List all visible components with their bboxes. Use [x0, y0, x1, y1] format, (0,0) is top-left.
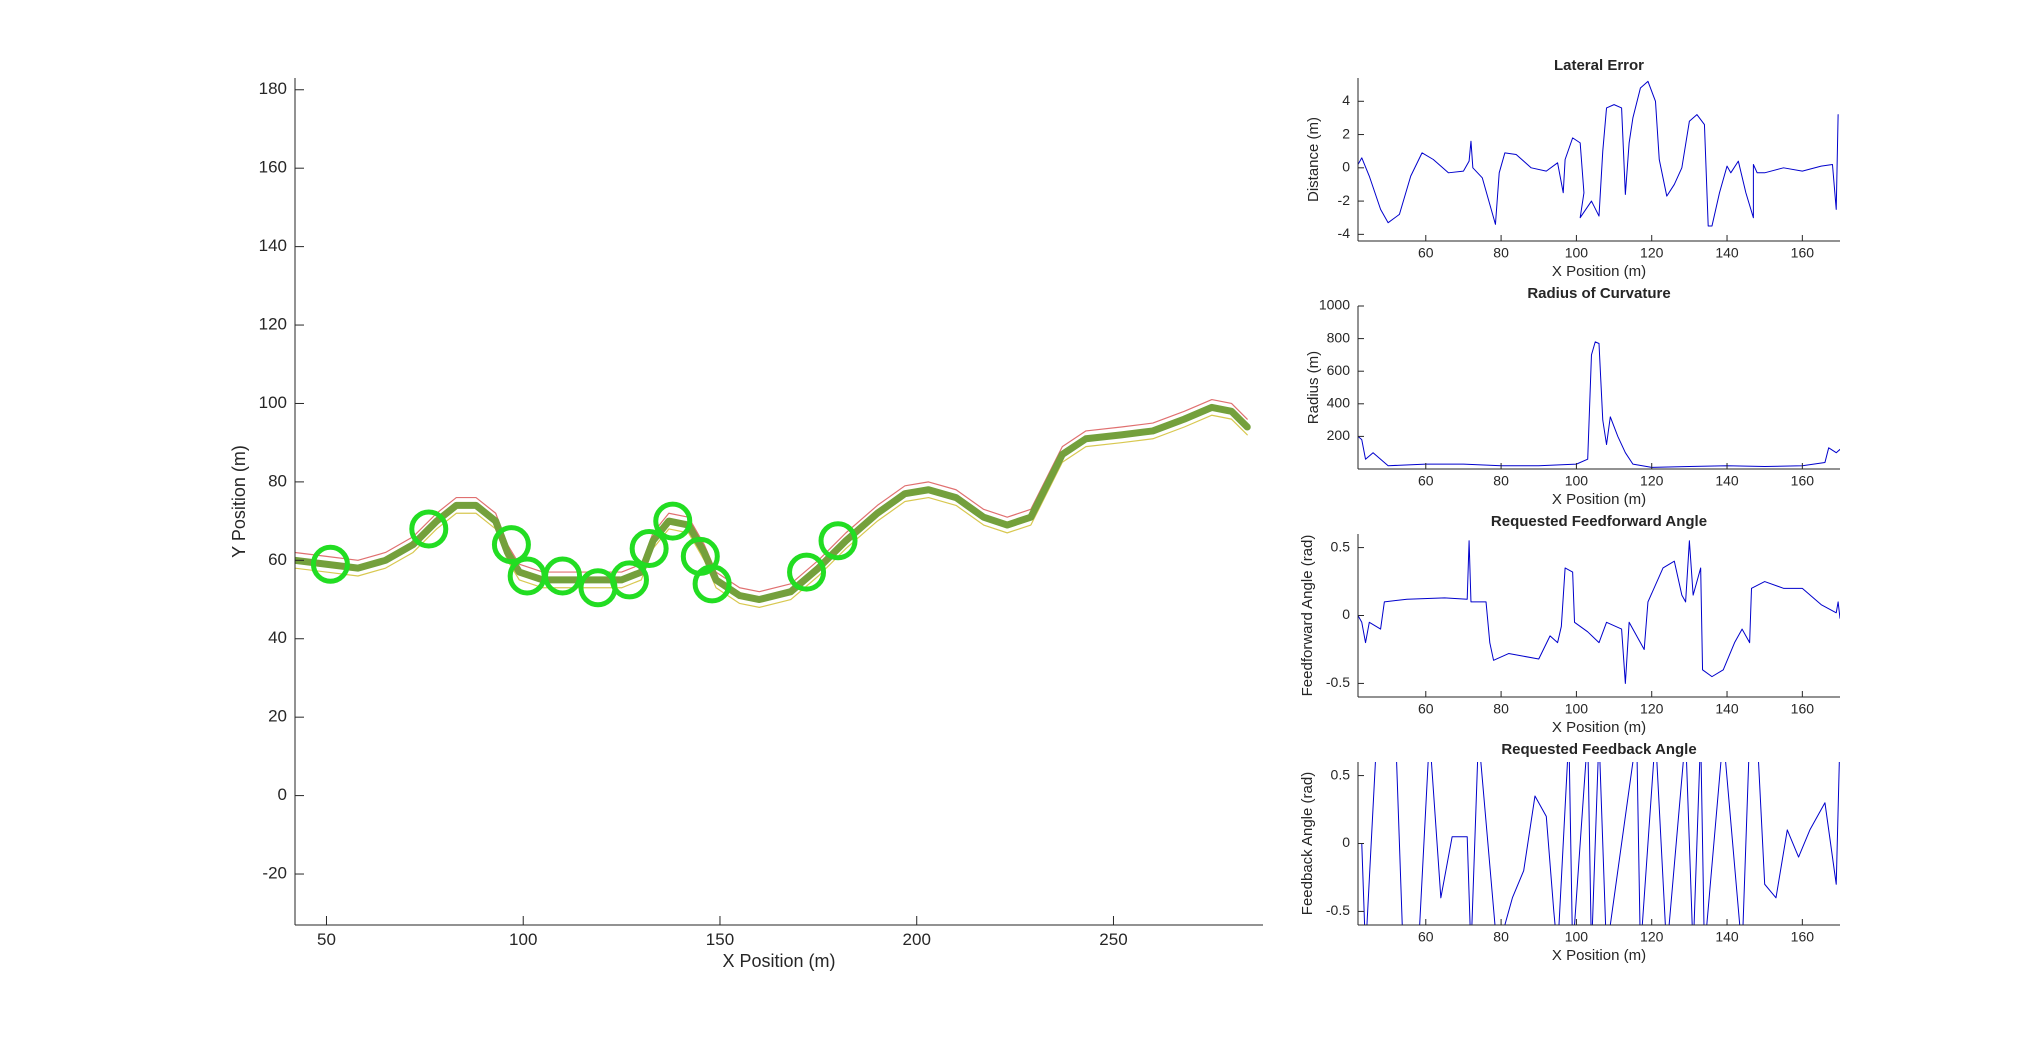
y-tick-label: 80: [268, 471, 287, 490]
axes: 50 100 150 200 250 -20 0 20 40 60 80 100 120 140 160 18…: [229, 78, 1263, 971]
marker: [653, 501, 693, 541]
x-tick-label: 250: [1099, 930, 1127, 949]
x-tick-label: 140: [1715, 472, 1739, 488]
y-tick-label: 0.5: [1331, 538, 1351, 554]
y-tick-label: -4: [1338, 225, 1351, 241]
x-tick-label: 100: [1565, 472, 1589, 488]
x-tick-label: 80: [1493, 472, 1509, 488]
x-tick-label: 100: [1565, 244, 1589, 260]
chart-title: Radius of Curvature: [1527, 285, 1670, 302]
marker: [609, 560, 649, 600]
y-axis-label: Feedforward Angle (rad): [1299, 535, 1316, 697]
y-tick-label: 0: [1342, 606, 1350, 622]
marker: [692, 564, 732, 604]
data-line: [1358, 341, 1840, 468]
x-tick-label: 120: [1640, 472, 1664, 488]
x-axis-label: X Position (m): [1552, 719, 1646, 736]
x-tick-label: 160: [1791, 928, 1815, 944]
x-tick-label: 120: [1640, 700, 1664, 716]
x-tick-label: 50: [317, 930, 336, 949]
y-tick-label: 0: [1342, 159, 1350, 175]
y-axis-label: Feedback Angle (rad): [1299, 772, 1316, 915]
x-axis-label: X Position (m): [1552, 263, 1646, 280]
x-tick-label: 100: [509, 930, 537, 949]
x-axis-label: X Position (m): [1552, 947, 1646, 964]
x-tick-label: 140: [1715, 244, 1739, 260]
chart-title: Requested Feedback Angle: [1501, 741, 1696, 758]
x-axis-label: X Position (m): [1552, 491, 1646, 508]
y-tick-label: -0.5: [1326, 902, 1350, 918]
chart-title: Lateral Error: [1554, 57, 1644, 74]
axes: 60 80 100 120 140 160 -0.5 0 0.5 X Position (m) Fe…: [1299, 741, 1840, 964]
plot-area: [1358, 341, 1840, 468]
y-tick-label: 120: [259, 315, 287, 334]
y-tick-label: 600: [1327, 362, 1351, 378]
y-tick-label: 140: [259, 236, 287, 255]
data-line: [295, 403, 1251, 604]
y-tick-label: 4: [1342, 92, 1350, 108]
x-tick-label: 120: [1640, 244, 1664, 260]
axes: 60 80 100 120 140 160 200 400 600 800 1000 X Positi…: [1305, 285, 1840, 508]
marker: [310, 544, 350, 584]
x-tick-label: 100: [1565, 928, 1589, 944]
y-axis-label: Y Position (m): [229, 445, 249, 558]
y-tick-label: 400: [1327, 395, 1351, 411]
y-tick-label: 0: [278, 785, 287, 804]
x-tick-label: 80: [1493, 928, 1509, 944]
y-tick-label: 2: [1342, 125, 1350, 141]
plot-area: [1358, 80, 1839, 227]
marker: [543, 556, 583, 596]
x-tick-label: 60: [1418, 700, 1434, 716]
axes: 60 80 100 120 140 160 -0.5 0 0.5 X Position (m) Fe…: [1299, 513, 1840, 736]
x-tick-label: 140: [1715, 700, 1739, 716]
marker: [491, 525, 531, 565]
y-tick-label: 180: [259, 79, 287, 98]
y-tick-label: 60: [268, 550, 287, 569]
x-tick-label: 160: [1791, 700, 1815, 716]
chart-title: Requested Feedforward Angle: [1491, 513, 1707, 530]
x-axis-label: X Position (m): [722, 951, 835, 971]
data-line: [1358, 762, 1840, 925]
x-tick-label: 80: [1493, 244, 1509, 260]
y-tick-label: 800: [1327, 329, 1351, 345]
y-tick-label: -2: [1338, 192, 1351, 208]
marker: [629, 529, 669, 569]
y-tick-label: 200: [1327, 427, 1351, 443]
x-tick-label: 60: [1418, 928, 1434, 944]
y-tick-label: -20: [262, 864, 287, 883]
x-tick-label: 100: [1565, 700, 1589, 716]
x-tick-label: 60: [1418, 244, 1434, 260]
data-line: [295, 398, 1248, 593]
y-tick-label: 20: [268, 707, 287, 726]
x-tick-label: 150: [706, 930, 734, 949]
x-tick-label: 160: [1791, 472, 1815, 488]
x-tick-label: 60: [1418, 472, 1434, 488]
marker: [818, 521, 858, 561]
y-tick-label: 100: [259, 393, 287, 412]
y-tick-label: 0: [1342, 834, 1350, 850]
x-tick-label: 80: [1493, 700, 1509, 716]
plot-area: [295, 398, 1251, 608]
x-tick-label: 200: [903, 930, 931, 949]
y-axis-label: Distance (m): [1305, 117, 1322, 202]
y-tick-label: 1000: [1319, 297, 1350, 313]
data-line: [1358, 540, 1840, 684]
y-axis-label: Radius (m): [1305, 351, 1322, 424]
y-tick-label: 0.5: [1331, 766, 1351, 782]
plot-area: [1358, 540, 1840, 684]
marker: [787, 552, 827, 592]
data-line: [295, 414, 1248, 608]
axes: 60 80 100 120 140 160 -4 -2 0 2 4 X Position (m) Dis…: [1305, 57, 1840, 280]
y-tick-label: 160: [259, 158, 287, 177]
marker: [409, 509, 449, 549]
x-tick-label: 120: [1640, 928, 1664, 944]
y-tick-label: -0.5: [1326, 674, 1350, 690]
data-line: [1358, 80, 1839, 227]
x-tick-label: 160: [1791, 244, 1815, 260]
plot-area: [1358, 762, 1840, 925]
y-tick-label: 40: [268, 628, 287, 647]
x-tick-label: 140: [1715, 928, 1739, 944]
